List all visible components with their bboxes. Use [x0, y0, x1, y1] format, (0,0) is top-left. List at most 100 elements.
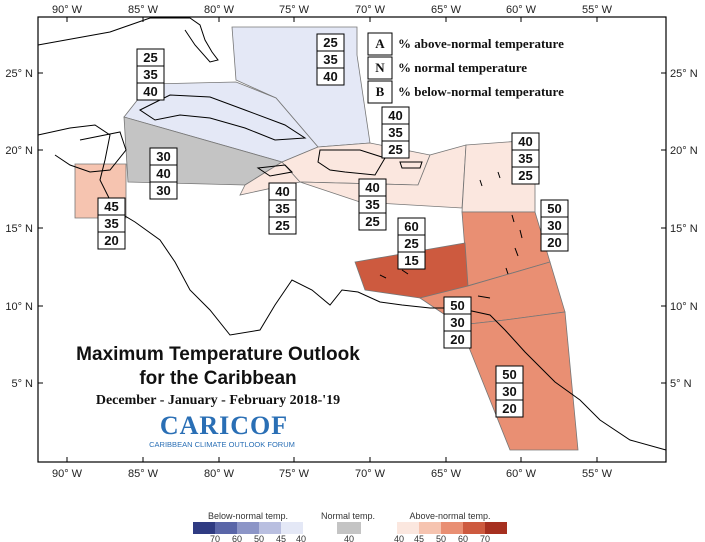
color-scale-legend: Below-normal temp. Normal temp. Above-no… [193, 511, 507, 542]
above-value: 25 [143, 50, 157, 65]
triplet-trinidad: 50 30 20 [443, 296, 472, 349]
normal-value: 30 [450, 315, 464, 330]
triplet-hispaniola: 40 35 25 [381, 106, 410, 159]
lon-label-top: 55° W [582, 4, 613, 16]
scale-tick: 70 [480, 534, 490, 542]
title-block: Maximum Temperature Outlook for the Cari… [76, 344, 360, 408]
normal-value: 35 [143, 67, 157, 82]
normal-value: 35 [323, 52, 337, 67]
lat-label-right: 15° N [670, 223, 698, 235]
triplet-belize: 45 35 20 [97, 197, 126, 250]
scale-tick: 60 [232, 534, 242, 542]
normal-value: 35 [104, 216, 118, 231]
lon-label-bottom: 80° W [204, 468, 235, 480]
scale-tick: 40 [296, 534, 306, 542]
below-value: 20 [450, 332, 464, 347]
above-value: 50 [502, 367, 516, 382]
caricof-logo: CARICOF CARIBBEAN CLIMATE OUTLOOK FORUM [149, 411, 295, 449]
lon-label-top: 70° W [355, 4, 386, 16]
top-longitude-labels: 90° W 85° W 80° W 75° W 70° W 65° W 60° … [52, 4, 613, 16]
normal-value: 35 [388, 125, 402, 140]
above-value: 50 [547, 201, 561, 216]
below-value: 15 [404, 253, 418, 268]
lat-label-left: 15° N [5, 223, 33, 235]
swatch-below-45 [259, 522, 281, 534]
lon-label-top: 65° W [431, 4, 462, 16]
swatch-below-60 [215, 522, 237, 534]
lon-label-top: 80° W [204, 4, 235, 16]
triplet-cayman: 30 40 30 [149, 147, 178, 200]
above-value: 25 [323, 35, 337, 50]
triplet-northern-lesser-antilles: 40 35 25 [511, 132, 540, 185]
coastline-central-america [37, 124, 667, 451]
lon-label-top: 60° W [506, 4, 537, 16]
lon-label-bottom: 60° W [506, 468, 537, 480]
scale-tick: 50 [436, 534, 446, 542]
swatch-above-60 [463, 522, 485, 534]
below-value: 20 [547, 235, 561, 250]
title-line-2: for the Caribbean [139, 368, 296, 389]
swatch-above-70 [485, 522, 507, 534]
title-line-1: Maximum Temperature Outlook [76, 344, 360, 365]
probability-boxes: 25 35 40 25 35 40 30 40 30 45 35 20 [97, 33, 569, 418]
legend-key: A N B % above-normal temperature % norma… [367, 32, 564, 104]
lat-label-left: 10° N [5, 301, 33, 313]
coastlines [37, 17, 667, 451]
swatch-below-50 [237, 522, 259, 534]
lon-label-bottom: 75° W [279, 468, 310, 480]
logo-subtitle: CARIBBEAN CLIMATE OUTLOOK FORUM [149, 440, 295, 449]
above-value: 60 [404, 219, 418, 234]
triplet-jamaica: 40 35 25 [268, 182, 297, 235]
below-value: 25 [275, 218, 289, 233]
normal-value: 25 [404, 236, 418, 251]
lat-label-right: 20° N [670, 145, 698, 157]
coastline-hispaniola [317, 149, 386, 176]
scale-label-normal: Normal temp. [321, 511, 375, 521]
above-value: 40 [275, 184, 289, 199]
right-latitude-labels: 25° N 20° N 15° N 10° N 5° N [670, 68, 698, 390]
above-value: 30 [156, 149, 170, 164]
lon-label-top: 85° W [128, 4, 159, 16]
subtitle: December - January - February 2018-'19 [96, 393, 340, 408]
above-value: 45 [104, 199, 118, 214]
legend-text-above: % above-normal temperature [398, 36, 564, 51]
lon-label-bottom: 65° W [431, 468, 462, 480]
scale-label-below: Below-normal temp. [208, 511, 288, 521]
lon-label-bottom: 55° W [582, 468, 613, 480]
lat-label-left: 5° N [11, 378, 33, 390]
legend-letter-above: A [375, 36, 385, 51]
below-value: 20 [502, 401, 516, 416]
scale-tick: 45 [276, 534, 286, 542]
normal-value: 30 [502, 384, 516, 399]
normal-value: 35 [365, 197, 379, 212]
legend-letter-normal: N [375, 60, 385, 75]
lat-label-left: 20° N [5, 145, 33, 157]
lon-label-bottom: 90° W [52, 468, 83, 480]
scale-tick: 60 [458, 534, 468, 542]
swatch-above-40 [397, 522, 419, 534]
below-value: 25 [388, 142, 402, 157]
above-value: 40 [365, 180, 379, 195]
triplet-caribbean-sea: 40 35 25 [358, 178, 387, 231]
below-value: 40 [143, 84, 157, 99]
below-value: 40 [323, 69, 337, 84]
coastline-florida [37, 17, 219, 63]
lon-label-bottom: 85° W [128, 468, 159, 480]
normal-value: 35 [518, 151, 532, 166]
scale-tick: 45 [414, 534, 424, 542]
scale-tick: 70 [210, 534, 220, 542]
swatch-above-45 [419, 522, 441, 534]
swatch-above-50 [441, 522, 463, 534]
lat-label-left: 25° N [5, 68, 33, 80]
lon-label-top: 90° W [52, 4, 83, 16]
above-value: 40 [518, 134, 532, 149]
legend-letter-below: B [376, 84, 385, 99]
below-value: 30 [156, 183, 170, 198]
lat-label-right: 5° N [670, 378, 692, 390]
coastline-yucatan [54, 131, 127, 173]
lat-label-right: 10° N [670, 301, 698, 313]
below-value: 25 [365, 214, 379, 229]
coastline-puerto-rico [399, 161, 423, 169]
lon-label-bottom: 70° W [355, 468, 386, 480]
